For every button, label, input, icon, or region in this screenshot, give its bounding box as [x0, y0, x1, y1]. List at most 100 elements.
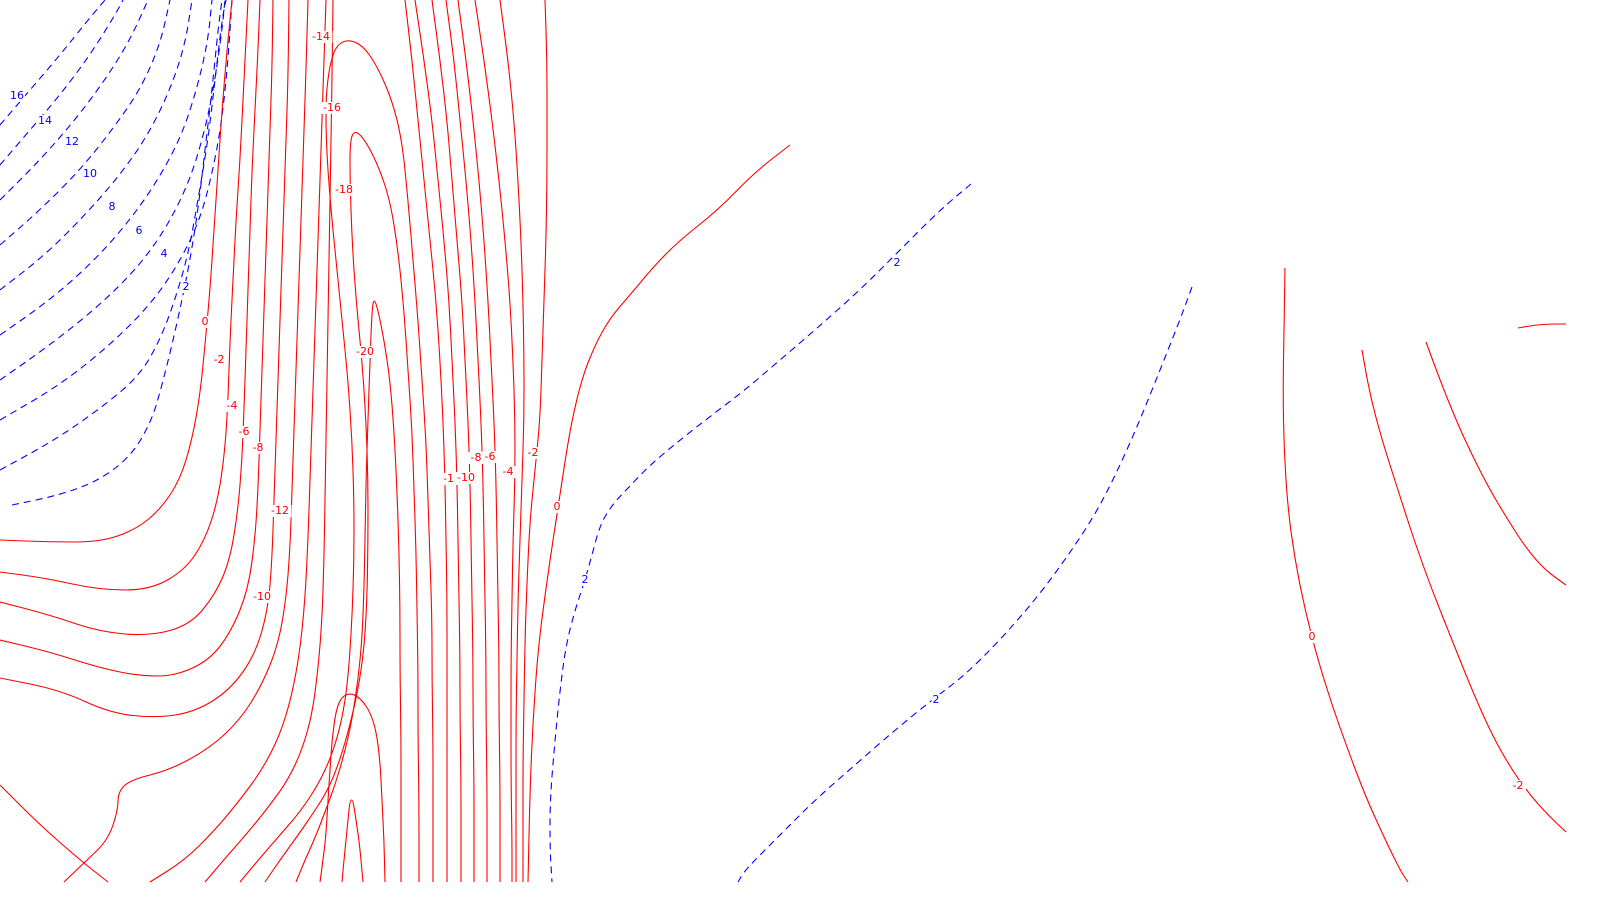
- negative-contour-line-11: [0, 0, 249, 591]
- negative-contour-line-23: [341, 799, 364, 883]
- positive-contour-line-33: [549, 183, 972, 883]
- negative-contour-line-13: [0, 0, 274, 677]
- contour-label: -8: [253, 441, 264, 454]
- contour-label-bg: [107, 201, 117, 213]
- positive-contour-line-1: [0, 0, 124, 166]
- contour-label-bg: [454, 472, 478, 484]
- negative-contour-line-17: [149, 0, 327, 883]
- contour-label-bg: [268, 505, 292, 517]
- contour-label-bg: [1307, 631, 1317, 643]
- negative-contour-line-14: [0, 0, 290, 718]
- contour-label: -4: [227, 399, 238, 412]
- contour-label-bg: [353, 346, 377, 358]
- contour-label-bg: [181, 281, 191, 293]
- contour-label-bg: [9, 90, 25, 102]
- positive-contour-line-2: [0, 0, 149, 201]
- contour-label: 2: [933, 693, 940, 706]
- negative-contour-line-30: [499, 0, 525, 882]
- negative-contour-line-20: [264, 131, 420, 883]
- contour-label-bg: [211, 354, 227, 366]
- contour-label-bg: [37, 115, 53, 127]
- contour-label: -14: [312, 30, 330, 43]
- contour-labels: 1614121086420-2-4-6-8-12-14-16-18-20-10-…: [9, 30, 1526, 792]
- negative-contour-line-18: [204, 0, 334, 883]
- positive-contour-line-34: [737, 286, 1193, 883]
- contour-label: -2: [1513, 779, 1524, 792]
- contour-label-bg: [200, 316, 210, 328]
- contour-label-bg: [580, 574, 590, 586]
- positive-contour-line-6: [0, 0, 226, 381]
- contour-label: 6: [136, 224, 143, 237]
- contour-label-bg: [320, 102, 344, 114]
- contour-label-bg: [332, 184, 356, 196]
- negative-contour-line-36: [1361, 349, 1567, 833]
- contour-label-bg: [250, 591, 274, 603]
- contour-label-bg: [250, 442, 266, 454]
- positive-contour-line-0: [0, 0, 106, 126]
- contour-label: 4: [161, 247, 168, 260]
- contour-label: -6: [485, 450, 496, 463]
- contour-label: 8: [109, 200, 116, 213]
- contour-label: -12: [271, 504, 289, 517]
- contour-label-bg: [82, 168, 98, 180]
- negative-contour-line-35: [1282, 267, 1409, 883]
- contour-label-bg: [224, 400, 240, 412]
- negative-contour-line-15: [0, 784, 109, 883]
- contour-label: -4: [503, 465, 514, 478]
- contour-label-bg: [482, 451, 498, 463]
- positive-contour-line-4: [0, 0, 193, 291]
- contour-label: -18: [335, 183, 353, 196]
- negative-contour-line-27: [445, 0, 488, 882]
- positive-contour-line-5: [0, 0, 213, 336]
- contour-label-bg: [931, 694, 941, 706]
- negative-contour-line-12: [0, 0, 261, 636]
- contour-label: 14: [38, 114, 52, 127]
- contour-label: 0: [202, 315, 209, 328]
- contour-label-bg: [236, 426, 252, 438]
- contour-label: 0: [1309, 630, 1316, 643]
- contour-label: -20: [356, 345, 374, 358]
- contour-label: 2: [183, 280, 190, 293]
- negative-contour-line-24: [404, 0, 448, 882]
- negative-contour-line-32: [527, 144, 791, 883]
- positive-contour-line-3: [0, 0, 171, 246]
- negative-contour-line-29: [474, 0, 516, 882]
- negative-contour-line-25: [414, 0, 462, 882]
- negative-contour-line-26: [431, 0, 475, 882]
- contour-label-bg: [500, 466, 516, 478]
- contour-label-bg: [309, 31, 333, 43]
- contour-label-bg: [1510, 780, 1526, 792]
- positive-contour-line-9: [11, 0, 223, 506]
- negative-contour-line-38: [1517, 323, 1566, 329]
- contour-label: -16: [323, 101, 341, 114]
- contour-label-bg: [552, 501, 562, 513]
- positive-contour-line-8: [0, 0, 227, 471]
- contour-label: -10: [457, 471, 475, 484]
- negative-contour-line-10: [0, 0, 233, 543]
- contour-label-bg: [892, 257, 902, 269]
- negative-contour-line-28: [457, 0, 501, 882]
- contour-label-bg: [159, 248, 169, 260]
- contour-label: 0: [554, 500, 561, 513]
- contour-label: 2: [894, 256, 901, 269]
- contour-label-bg: [134, 225, 144, 237]
- contour-label: -8: [471, 451, 482, 464]
- contour-label: -6: [239, 425, 250, 438]
- contour-label: -2: [214, 353, 225, 366]
- contour-label: 16: [10, 89, 24, 102]
- contour-lines: [0, 0, 1567, 883]
- contour-label-bg: [64, 136, 80, 148]
- contour-label: 2: [582, 573, 589, 586]
- negative-contour-line-16: [63, 0, 309, 883]
- negative-contour-line-22: [319, 693, 386, 883]
- contour-label-bg: [468, 452, 484, 464]
- contour-label-bg: [525, 447, 541, 459]
- negative-contour-line-31: [522, 0, 548, 882]
- contour-label: 10: [83, 167, 97, 180]
- contour-label: 12: [65, 135, 79, 148]
- negative-contour-line-19: [239, 40, 434, 883]
- contour-label: -2: [528, 446, 539, 459]
- contour-label: -10: [253, 590, 271, 603]
- negative-contour-line-37: [1425, 341, 1567, 586]
